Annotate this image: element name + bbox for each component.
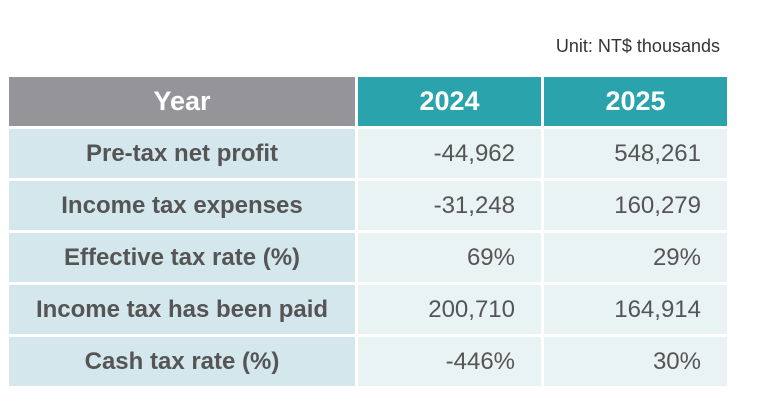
table-row: Income tax has been paid 200,710 164,914 <box>9 285 727 334</box>
cell-2024: 200,710 <box>358 285 541 334</box>
cell-2024: -44,962 <box>358 129 541 178</box>
table-row: Cash tax rate (%) -446% 30% <box>9 337 727 386</box>
table-row: Effective tax rate (%) 69% 29% <box>9 233 727 282</box>
row-label: Cash tax rate (%) <box>9 337 355 386</box>
cell-2025: 29% <box>544 233 727 282</box>
cell-2025: 164,914 <box>544 285 727 334</box>
table-row: Income tax expenses -31,248 160,279 <box>9 181 727 230</box>
cell-2024: -446% <box>358 337 541 386</box>
header-2025: 2025 <box>544 77 727 126</box>
cell-2025: 548,261 <box>544 129 727 178</box>
header-2024: 2024 <box>358 77 541 126</box>
cell-2024: -31,248 <box>358 181 541 230</box>
row-label: Income tax has been paid <box>9 285 355 334</box>
row-label: Income tax expenses <box>9 181 355 230</box>
cell-2025: 30% <box>544 337 727 386</box>
cell-2025: 160,279 <box>544 181 727 230</box>
tax-table: Year 2024 2025 Pre-tax net profit -44,96… <box>6 74 730 389</box>
cell-2024: 69% <box>358 233 541 282</box>
header-row: Year 2024 2025 <box>9 77 727 126</box>
row-label: Pre-tax net profit <box>9 129 355 178</box>
header-year: Year <box>9 77 355 126</box>
row-label: Effective tax rate (%) <box>9 233 355 282</box>
table-row: Pre-tax net profit -44,962 548,261 <box>9 129 727 178</box>
unit-note: Unit: NT$ thousands <box>555 36 720 56</box>
